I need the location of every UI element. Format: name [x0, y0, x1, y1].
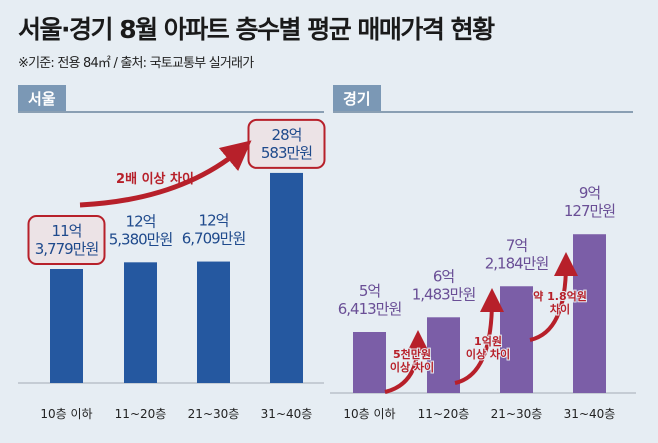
annotation-line1: 약 1.8억원 [533, 289, 587, 303]
annotation-seoul: 2배 이상 차이 [116, 171, 194, 187]
x-tick-label: 21~30층 [188, 407, 240, 421]
x-tick-label: 31~40층 [261, 407, 313, 421]
data-label-line1: 12억 [199, 212, 229, 230]
chart-title: 서울·경기 8월 아파트 층수별 평균 매매가격 현황 [18, 15, 495, 44]
arrow-gyeonggi-2 [529, 252, 578, 342]
x-tick-label: 10층 이하 [343, 407, 395, 421]
data-label-line2: 583만원 [261, 144, 312, 162]
annotation-line2: 이상 차이 [390, 360, 434, 374]
bar-gyeonggi-0 [353, 332, 386, 393]
data-label-line1: 11억 [52, 222, 82, 240]
bar-gyeonggi-3 [573, 234, 606, 393]
data-label-line1: 6억 [433, 267, 454, 285]
bar-gyeonggi-1 [427, 317, 460, 393]
data-label-line2: 3,779만원 [35, 240, 99, 258]
data-label-line1: 5억 [359, 282, 380, 300]
gyeonggi-section-header: 경기 [333, 85, 633, 113]
annotation-line1: 5천만원 [393, 347, 431, 361]
x-tick-label: 11~20층 [418, 407, 470, 421]
data-label-line1: 28억 [272, 126, 302, 144]
arrow-gyeonggi-1 [454, 288, 504, 385]
x-tick-label: 11~20층 [115, 407, 167, 421]
bar-seoul-3 [270, 172, 303, 383]
bar-gyeonggi-2 [500, 286, 533, 393]
chart-subtitle: ※기준: 전용 84㎡ / 출처: 국토교통부 실거래가 [18, 56, 254, 71]
annotation-line2: 차이 [550, 302, 570, 316]
seoul-section-label: 서울 [18, 85, 66, 111]
annotation-line2: 이상 차이 [466, 347, 510, 361]
data-label-line2: 1,483만원 [412, 285, 476, 303]
highlight-box [27, 215, 106, 265]
x-tick-label: 21~30층 [491, 407, 543, 421]
data-label-line1: 9억 [579, 184, 600, 202]
data-label-line2: 6,413만원 [338, 300, 402, 318]
data-label-line2: 2,184만원 [485, 254, 549, 272]
annotation-line1: 1억원 [474, 334, 502, 348]
data-label-line2: 127만원 [564, 202, 615, 220]
arrow-gyeonggi-0 [384, 330, 430, 394]
x-tick-label: 31~40층 [564, 407, 616, 421]
gyeonggi-section-label: 경기 [333, 85, 381, 111]
data-label-line2: 6,709만원 [182, 230, 246, 248]
data-label-line2: 5,380만원 [109, 230, 173, 248]
bar-seoul-2 [197, 261, 230, 383]
bar-seoul-0 [50, 269, 83, 383]
data-label-line1: 12억 [126, 212, 156, 230]
bar-seoul-1 [124, 262, 157, 383]
x-tick-label: 10층 이하 [40, 407, 92, 421]
data-label-line1: 7억 [506, 236, 527, 254]
seoul-section-header: 서울 [18, 85, 324, 113]
arrow-seoul [79, 140, 252, 208]
